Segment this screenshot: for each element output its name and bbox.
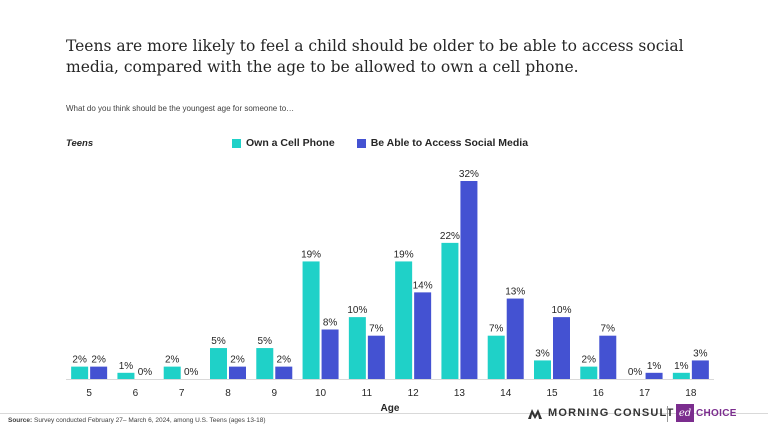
bar-cell-phone-9 [256,348,274,379]
x-tick-label-6: 6 [133,388,139,399]
bar-social-media-9 [275,366,293,379]
bar-social-media-11 [367,335,385,379]
data-label-social-media-7: 0% [184,367,199,378]
x-tick-label-7: 7 [179,388,185,399]
bar-cell-phone-8 [210,348,227,379]
edchoice-wordmark: CHOICE [696,407,737,419]
data-label-cell-phone-17: 0% [628,367,643,378]
bar-cell-phone-13 [441,242,459,379]
data-label-social-media-15: 10% [551,305,571,316]
bar-social-media-13 [460,181,478,379]
data-label-cell-phone-6: 1% [119,361,134,372]
data-label-social-media-6: 0% [138,367,153,378]
data-label-social-media-5: 2% [91,355,106,366]
data-label-cell-phone-7: 2% [165,355,180,366]
data-label-social-media-8: 2% [230,355,245,366]
bar-social-media-12 [414,292,432,379]
legend-label-cell-phone: Own a Cell Phone [246,137,335,149]
data-label-social-media-11: 7% [369,324,384,335]
data-label-cell-phone-5: 2% [72,355,87,366]
footer-divider [0,413,768,414]
morning-consult-logo: MORNING CONSULT [528,407,675,419]
data-label-social-media-13: 32% [459,169,479,180]
bar-social-media-18 [691,360,709,379]
legend-item-cell-phone: Own a Cell Phone [232,137,335,149]
bar-social-media-16 [599,335,617,379]
data-label-cell-phone-14: 7% [489,324,504,335]
data-label-cell-phone-11: 10% [347,305,367,316]
source-text: Survey conducted February 27– March 6, 2… [32,417,266,424]
data-label-cell-phone-18: 1% [674,361,689,372]
x-tick-label-16: 16 [593,388,605,399]
data-label-social-media-9: 2% [277,355,292,366]
bar-social-media-17 [645,372,663,379]
bar-cell-phone-18 [672,372,690,379]
data-label-social-media-17: 1% [647,361,662,372]
legend-swatch-cell-phone [232,138,241,148]
logo-separator [667,406,668,422]
data-label-cell-phone-8: 5% [211,336,226,347]
bar-social-media-8 [229,366,246,379]
group-label: Teens [66,138,94,149]
x-tick-label-11: 11 [362,388,373,399]
bar-social-media-15 [553,317,570,379]
bar-social-media-5 [90,366,108,379]
data-label-cell-phone-9: 5% [258,336,273,347]
data-label-social-media-10: 8% [323,318,338,329]
bar-cell-phone-10 [302,261,320,379]
x-tick-label-13: 13 [454,388,466,399]
bar-cell-phone-12 [395,261,413,379]
x-axis-title: Age [381,403,400,414]
morning-consult-mark-icon [528,409,542,419]
chart-title: Teens are more likely to feel a child sh… [66,37,684,76]
bar-cell-phone-15 [534,360,551,379]
bar-cell-phone-7 [163,366,181,379]
data-label-cell-phone-10: 19% [301,249,321,260]
x-tick-label-10: 10 [315,388,327,399]
data-label-cell-phone-12: 19% [394,249,414,260]
bar-cell-phone-6 [117,372,135,379]
bar-social-media-14 [506,298,524,379]
x-tick-label-8: 8 [225,388,231,399]
bar-cell-phone-5 [71,366,89,379]
data-label-cell-phone-13: 22% [440,231,460,242]
x-tick-label-12: 12 [408,388,420,399]
bar-social-media-10 [321,329,339,379]
source-label: Source: [8,417,33,424]
x-tick-label-18: 18 [685,388,697,399]
legend: Own a Cell Phone Be Able to Access Socia… [232,137,528,149]
data-label-social-media-16: 7% [601,324,616,335]
x-tick-label-9: 9 [272,388,278,399]
x-tick-label-15: 15 [546,388,558,399]
bar-cell-phone-16 [580,366,598,379]
bar-cell-phone-14 [487,335,505,379]
x-tick-label-17: 17 [639,388,651,399]
x-tick-label-14: 14 [500,388,512,399]
bar-cell-phone-11 [348,317,366,379]
morning-consult-wordmark: MORNING CONSULT [548,407,675,419]
legend-label-social-media: Be Able to Access Social Media [370,137,529,149]
chart-subtitle: What do you think should be the youngest… [66,104,295,113]
x-tick-label-5: 5 [86,388,92,399]
edchoice-mark: ed [676,404,694,422]
data-label-social-media-14: 13% [505,287,525,298]
data-label-social-media-12: 14% [413,280,433,291]
source-note: Source: Survey conducted February 27– Ma… [8,417,266,424]
data-label-social-media-18: 3% [693,348,708,359]
data-label-cell-phone-15: 3% [535,348,550,359]
legend-swatch-social-media [356,138,366,148]
data-label-cell-phone-16: 2% [582,355,597,366]
legend-item-social-media: Be Able to Access Social Media [356,137,529,149]
edchoice-logo: ed CHOICE [676,404,737,422]
